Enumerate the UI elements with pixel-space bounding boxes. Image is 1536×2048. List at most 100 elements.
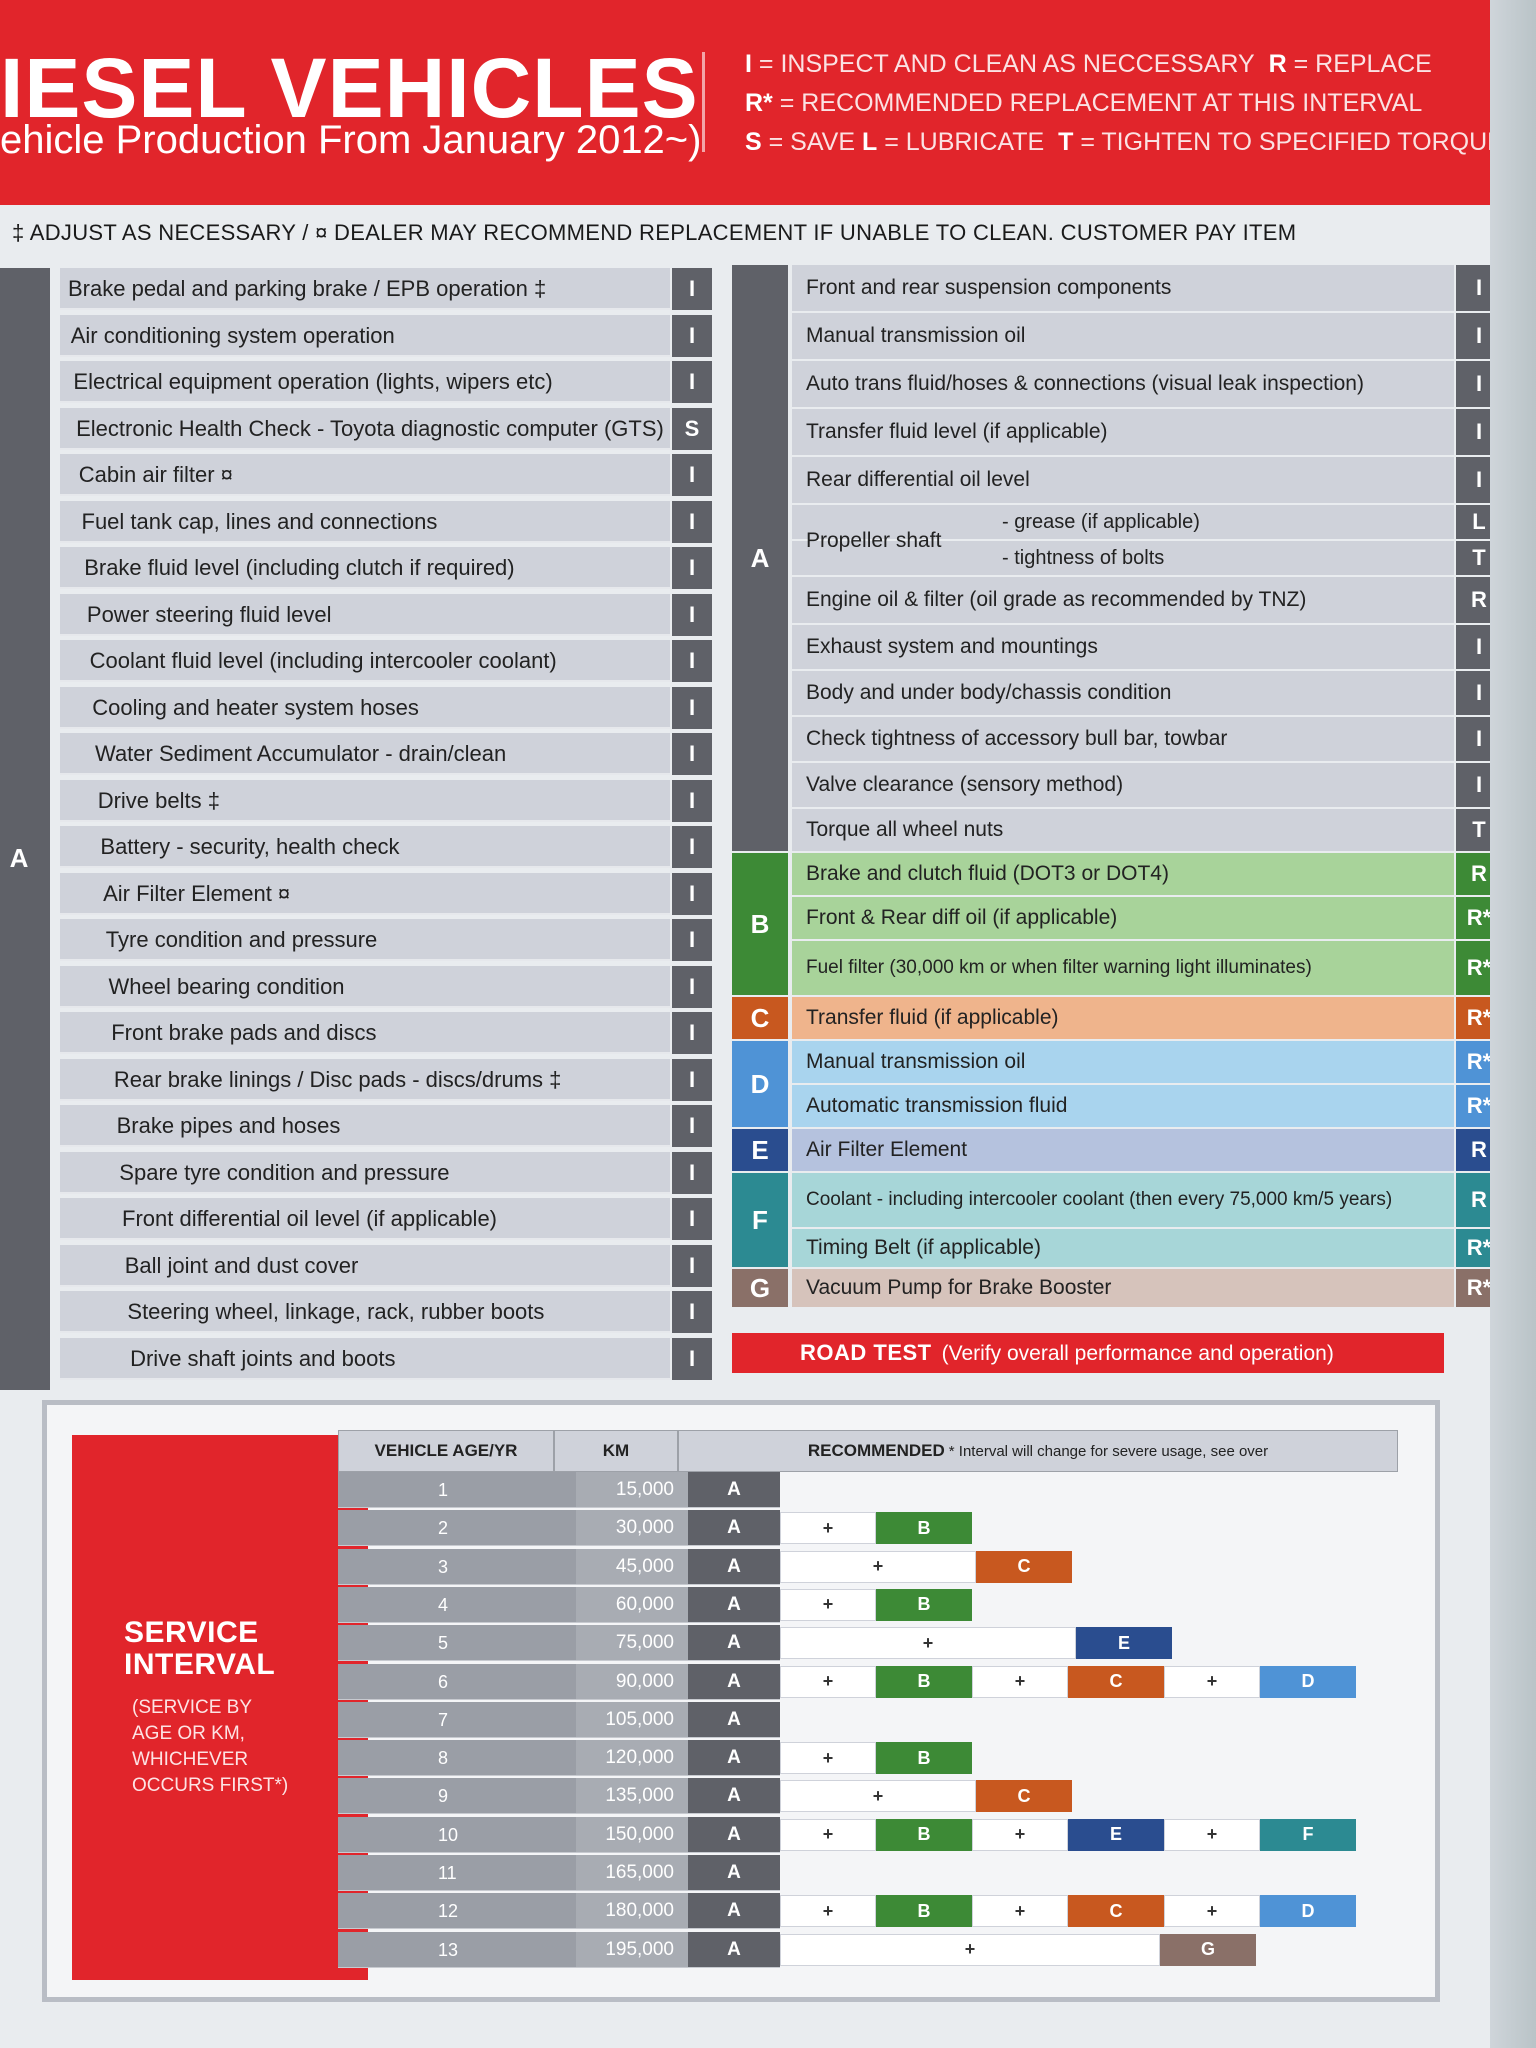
checklist-row: Rear differential oil level I xyxy=(792,457,1502,505)
propeller-grease-label: - grease (if applicable) xyxy=(1002,511,1200,533)
checklist-task: Air conditioning system operation xyxy=(60,314,670,357)
checklist-task: Rear brake linings / Disc pads - discs/d… xyxy=(60,1058,670,1101)
right-checklist: ROAD TEST (Verify overall performance and… xyxy=(732,265,1502,1375)
interval-plus: + xyxy=(1164,1665,1260,1698)
checklist-code: I xyxy=(672,593,712,636)
interval-service-a: A xyxy=(688,1663,780,1700)
checklist-row: Wheel bearing condition I xyxy=(0,965,712,1010)
checklist-task: Manual transmission oil xyxy=(792,313,1454,359)
road-test-bar: ROAD TEST (Verify overall performance and… xyxy=(732,1333,1444,1373)
checklist-row: Exhaust system and mountings I xyxy=(792,625,1502,671)
interval-plus: + xyxy=(780,1742,876,1775)
checklist-code: I xyxy=(672,965,712,1008)
checklist-row: Torque all wheel nuts T xyxy=(792,809,1502,853)
interval-plus: + xyxy=(780,1550,976,1583)
checklist-row: Rear brake linings / Disc pads - discs/d… xyxy=(0,1058,712,1103)
checklist-code: I xyxy=(672,361,712,403)
checklist-row: Brake and clutch fluid (DOT3 or DOT4) R xyxy=(792,853,1502,897)
interval-km: 135,000 xyxy=(576,1778,688,1815)
interval-plus: + xyxy=(1164,1818,1260,1851)
checklist-row: Air Filter Element ¤ I xyxy=(0,872,712,917)
interval-service-a: A xyxy=(688,1931,780,1968)
checklist-code: I xyxy=(672,547,712,589)
checklist-task: Vacuum Pump for Brake Booster xyxy=(792,1269,1454,1307)
checklist-code: I xyxy=(672,314,712,357)
checklist-row: Front and rear suspension components I xyxy=(792,265,1502,313)
checklist-row: Brake pipes and hoses I xyxy=(0,1105,712,1149)
interval-row: 13 195,000 A + G xyxy=(0,1931,1440,1969)
checklist-row: Coolant - including intercooler coolant … xyxy=(792,1173,1502,1229)
checklist-task: Manual transmission oil xyxy=(792,1041,1454,1083)
checklist-row: Front differential oil level (if applica… xyxy=(0,1198,712,1242)
checklist-row: Fuel tank cap, lines and connections I xyxy=(0,500,712,545)
interval-service-a: A xyxy=(688,1625,780,1662)
interval-plus: + xyxy=(780,1895,876,1928)
page-subtitle: ehicle Production From January 2012~) xyxy=(0,118,702,162)
interval-plus: + xyxy=(780,1780,976,1813)
service-interval-note: (SERVICE BY AGE OR KM, WHICHEVER OCCURS … xyxy=(132,1697,289,1796)
interval-service-a: A xyxy=(688,1740,780,1777)
interval-km: 180,000 xyxy=(576,1893,688,1930)
checklist-task: Valve clearance (sensory method) xyxy=(792,763,1454,807)
group-band-c: C xyxy=(732,997,788,1039)
checklist-task: Cooling and heater system hoses xyxy=(60,686,670,729)
checklist-code: I xyxy=(672,500,712,543)
checklist-task: Coolant - including intercooler coolant … xyxy=(792,1173,1454,1227)
checklist-code: I xyxy=(672,919,712,961)
interval-service-a: A xyxy=(688,1855,780,1891)
group-a-band: A xyxy=(0,268,50,1390)
checklist-code: I xyxy=(672,779,712,822)
checklist-code: I xyxy=(672,640,712,682)
left-checklist: A Brake pedal and parking brake / EPB op… xyxy=(0,268,712,1390)
interval-service-a: A xyxy=(688,1701,780,1738)
interval-plus: + xyxy=(1164,1895,1260,1928)
interval-age: 12 xyxy=(338,1893,576,1930)
interval-row: 12 180,000 A + B + C + D xyxy=(0,1893,1440,1930)
interval-row: 8 120,000 A + B xyxy=(0,1740,1440,1777)
interval-plus: + xyxy=(972,1665,1068,1698)
checklist-task: Brake pedal and parking brake / EPB oper… xyxy=(60,268,670,310)
col-header-km: KM xyxy=(554,1430,678,1472)
checklist-code: I xyxy=(672,1012,712,1054)
checklist-row: Check tightness of accessory bull bar, t… xyxy=(792,717,1502,763)
checklist-row: Cabin air filter ¤ I xyxy=(0,454,712,498)
checklist-row: Brake fluid level (including clutch if r… xyxy=(0,547,712,591)
checklist-row: Fuel filter (30,000 km or when filter wa… xyxy=(792,941,1502,997)
checklist-task: Drive shaft joints and boots xyxy=(60,1337,670,1380)
checklist-row: L xyxy=(792,505,1502,541)
checklist-task: Electronic Health Check - Toyota diagnos… xyxy=(60,407,670,450)
interval-row: 11 165,000 A xyxy=(0,1855,1440,1892)
checklist-row: Drive shaft joints and boots I xyxy=(0,1337,712,1382)
checklist-task: Spare tyre condition and pressure xyxy=(60,1151,670,1194)
checklist-row: Vacuum Pump for Brake Booster R* xyxy=(792,1269,1502,1309)
interval-plus: + xyxy=(780,1627,1076,1660)
interval-row: 6 90,000 A + B + C + D xyxy=(0,1663,1440,1701)
interval-service-a: A xyxy=(688,1586,780,1623)
checklist-row: Automatic transmission fluid R* xyxy=(792,1085,1502,1129)
checklist-task: Transfer fluid level (if applicable) xyxy=(792,409,1454,455)
checklist-task: Engine oil & filter (oil grade as recomm… xyxy=(792,577,1454,623)
interval-service-b: B xyxy=(876,1895,972,1928)
checklist-row: Electronic Health Check - Toyota diagnos… xyxy=(0,407,712,452)
interval-plus: + xyxy=(780,1818,876,1851)
checklist-row: Transfer fluid level (if applicable) I xyxy=(792,409,1502,457)
interval-km: 165,000 xyxy=(576,1855,688,1891)
checklist-code: I xyxy=(672,826,712,868)
checklist-row: Front & Rear diff oil (if applicable) R* xyxy=(792,897,1502,941)
group-a-label: A xyxy=(9,843,29,873)
checklist-row: Spare tyre condition and pressure I xyxy=(0,1151,712,1196)
checklist-task: Front brake pads and discs xyxy=(60,1012,670,1054)
checklist-row: Water Sediment Accumulator - drain/clean… xyxy=(0,733,712,777)
interval-row: 5 75,000 A + E xyxy=(0,1625,1440,1662)
legend-line-2: R* = RECOMMENDED REPLACEMENT AT THIS INT… xyxy=(745,89,1423,117)
interval-service-e: E xyxy=(1076,1627,1172,1660)
group-band-b: B xyxy=(732,853,788,995)
interval-plus: + xyxy=(780,1512,876,1545)
interval-service-b: B xyxy=(876,1665,972,1698)
propeller-bolts-label: - tightness of bolts xyxy=(1002,547,1165,569)
page-edge xyxy=(1490,0,1536,2048)
col-header-recommended: RECOMMENDED * Interval will change for se… xyxy=(678,1430,1398,1472)
interval-age: 13 xyxy=(338,1931,576,1968)
checklist-task: Rear differential oil level xyxy=(792,457,1454,503)
checklist-row: Electrical equipment operation (lights, … xyxy=(0,361,712,405)
